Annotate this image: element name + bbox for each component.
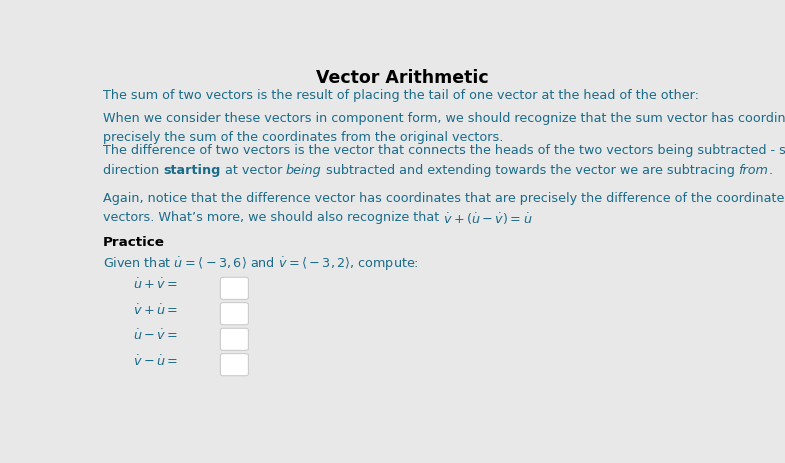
Text: The sum of two vectors is the result of placing the tail of one vector at the he: The sum of two vectors is the result of … [103, 89, 699, 102]
Text: vectors. What’s more, we should also recognize that: vectors. What’s more, we should also rec… [103, 211, 444, 224]
Text: Again, notice that the difference vector has coordinates that are precisely the : Again, notice that the difference vector… [103, 192, 785, 205]
Text: starting: starting [163, 163, 221, 176]
Text: .: . [769, 163, 772, 176]
Text: The difference of two vectors is the vector that connects the heads of the two v: The difference of two vectors is the vec… [103, 144, 785, 157]
Text: Practice: Practice [103, 236, 165, 249]
Text: $\dot{v} + \dot{u} = $: $\dot{v} + \dot{u} = $ [133, 303, 178, 318]
Text: $\dot{u} + \dot{v} = $: $\dot{u} + \dot{v} = $ [133, 278, 178, 292]
Text: from: from [739, 163, 769, 176]
Text: at vector: at vector [221, 163, 286, 176]
Text: $\dot{u} - \dot{v} = $: $\dot{u} - \dot{v} = $ [133, 329, 178, 343]
Text: direction: direction [103, 163, 163, 176]
Text: $\dot{v} + (\dot{u} - \dot{v}) = \dot{u}$: $\dot{v} + (\dot{u} - \dot{v}) = \dot{u}… [444, 211, 533, 226]
FancyBboxPatch shape [221, 277, 248, 300]
FancyBboxPatch shape [221, 303, 248, 325]
Text: subtracted and extending towards the vector we are subtracing: subtracted and extending towards the vec… [322, 163, 739, 176]
Text: $\dot{v} - \dot{u} = $: $\dot{v} - \dot{u} = $ [133, 354, 178, 369]
Text: When we consider these vectors in component form, we should recognize that the s: When we consider these vectors in compon… [103, 112, 785, 125]
Text: being: being [286, 163, 322, 176]
FancyBboxPatch shape [221, 354, 248, 375]
Text: precisely the sum of the coordinates from the original vectors.: precisely the sum of the coordinates fro… [103, 131, 503, 144]
FancyBboxPatch shape [221, 328, 248, 350]
Text: Given that $\dot{u} = \langle -3, 6\rangle$ and $\dot{v} = \langle -3, 2\rangle$: Given that $\dot{u} = \langle -3, 6\rang… [103, 255, 419, 273]
Text: Vector Arithmetic: Vector Arithmetic [316, 69, 488, 87]
